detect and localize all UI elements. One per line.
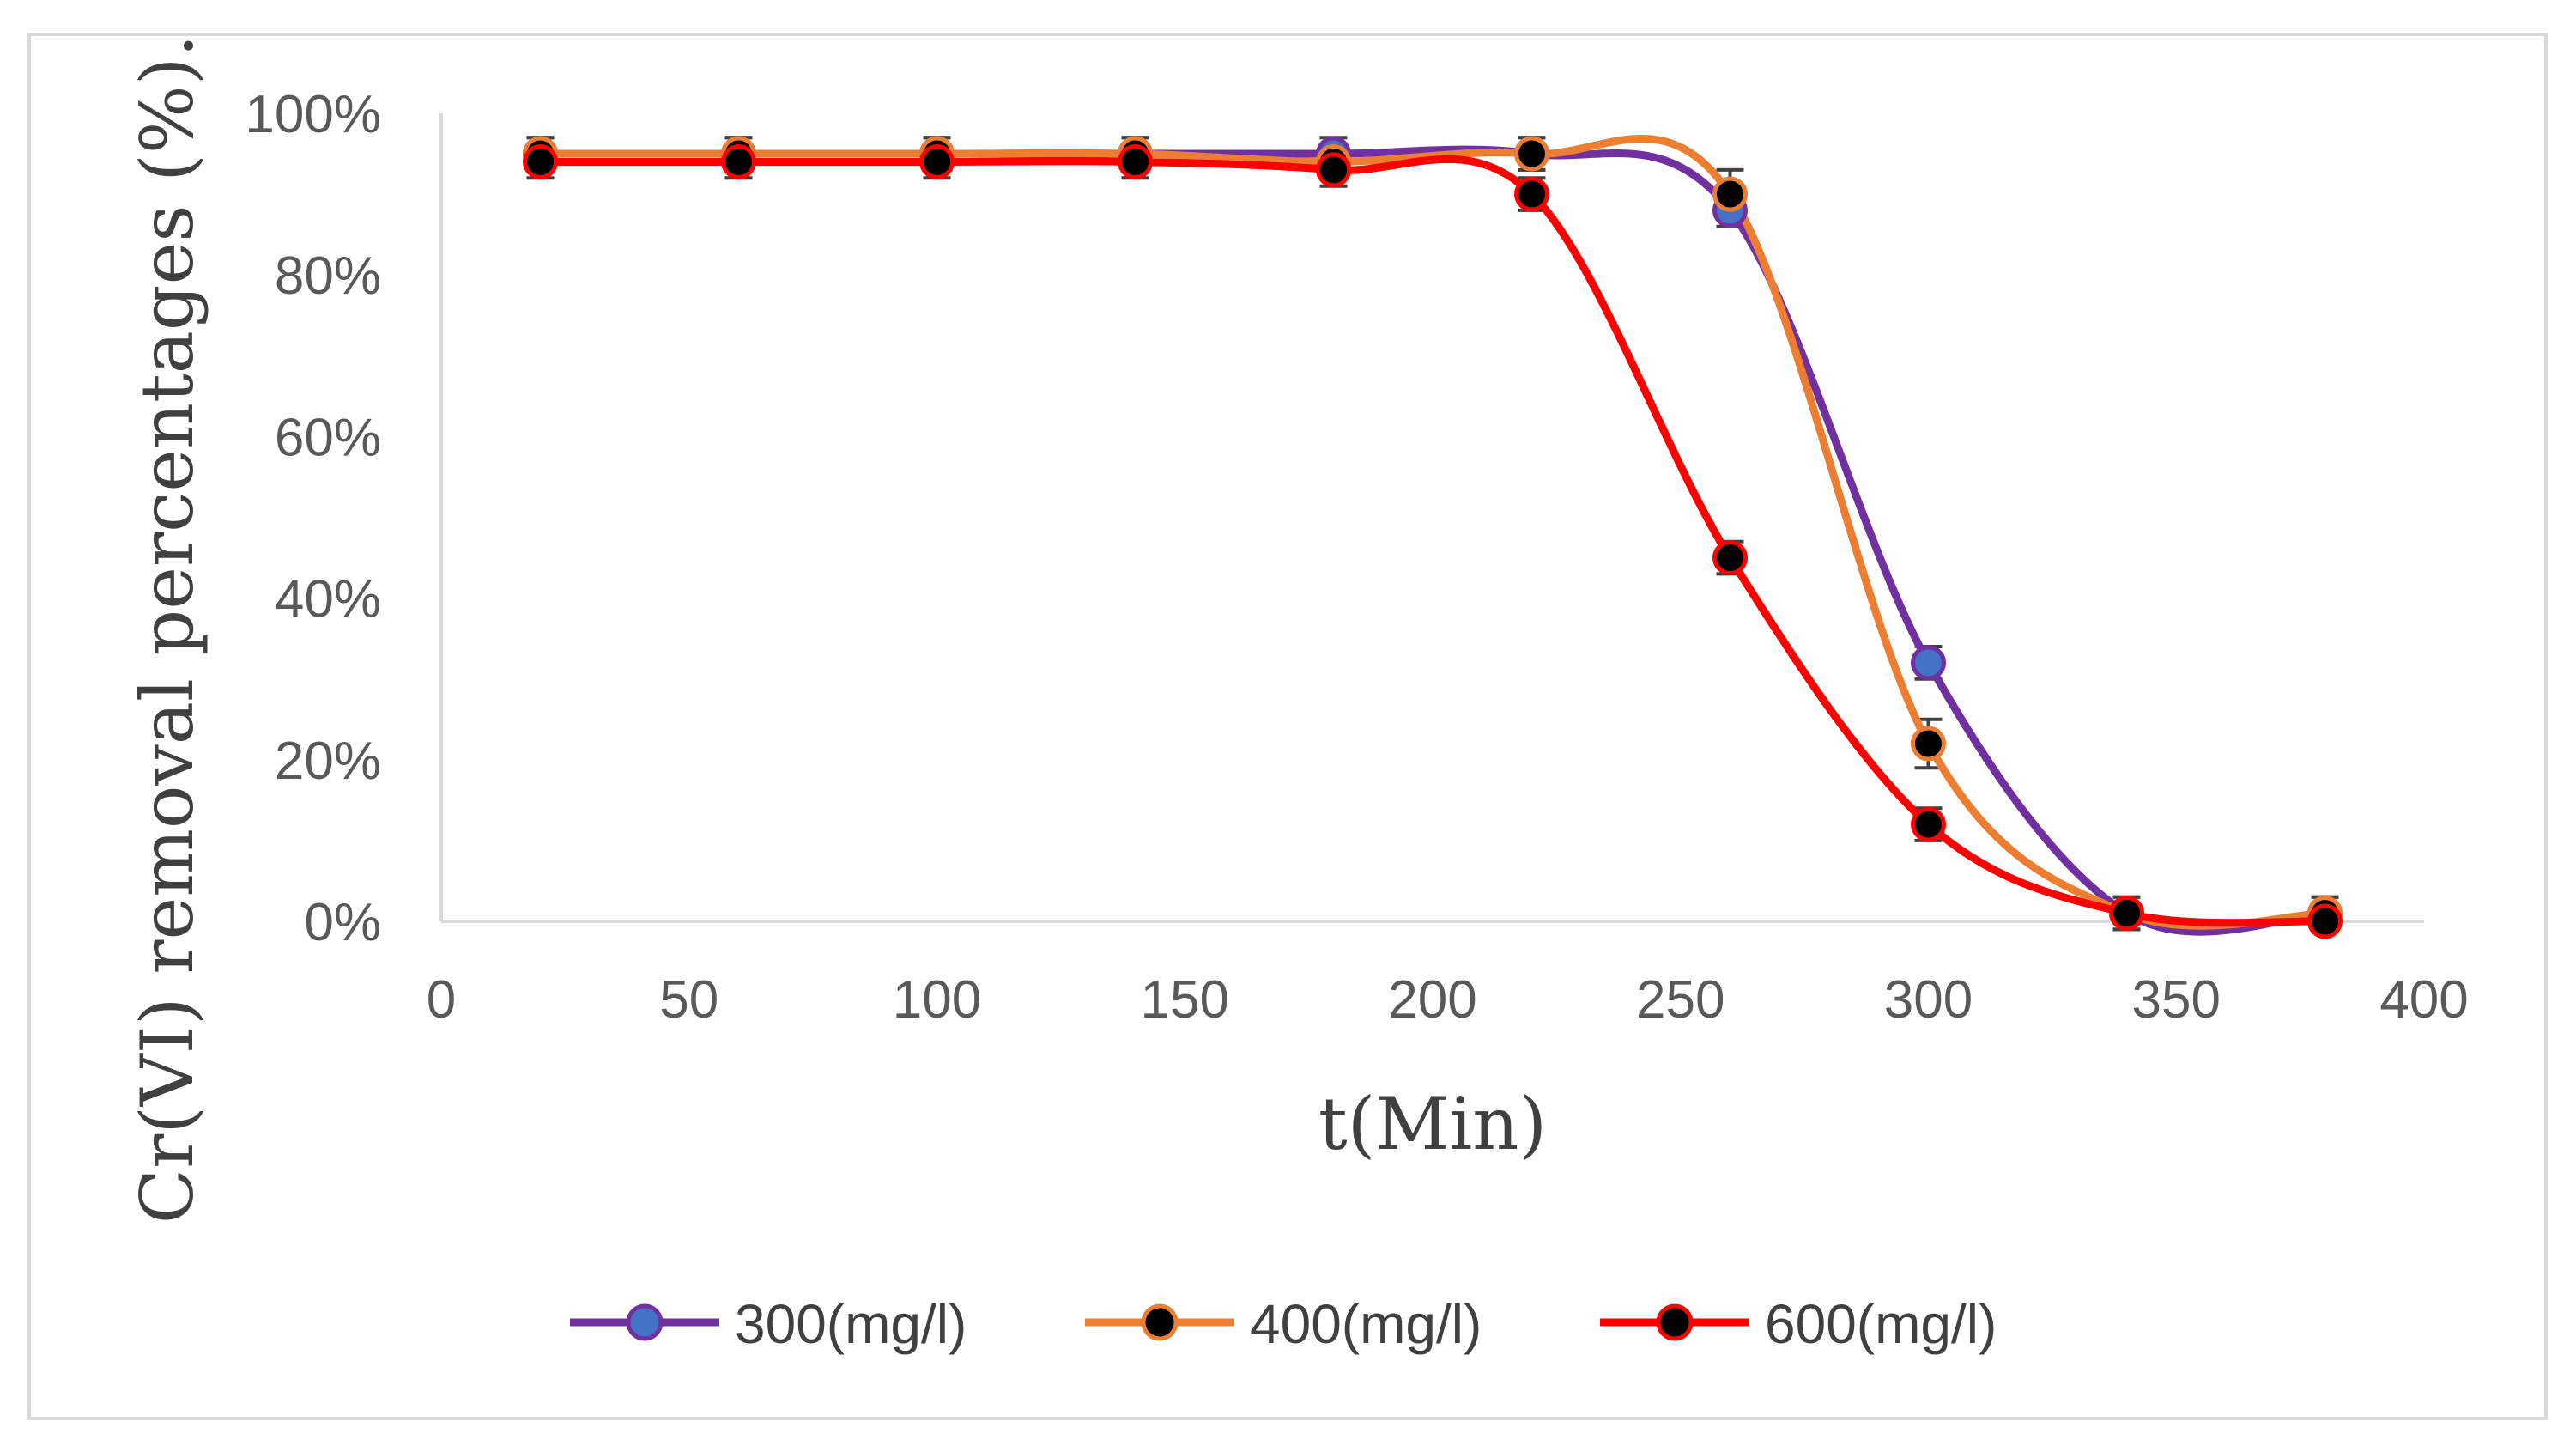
series-markers-2: [523, 143, 2343, 939]
y-axis-title: Cr(VI) removal percentages (%).: [125, 34, 209, 1224]
x-tick-label: 400: [2379, 970, 2468, 1030]
legend-marker: [1141, 1303, 1179, 1341]
y-tick-label: 60%: [275, 408, 381, 467]
x-tick-label: 350: [2132, 970, 2221, 1030]
legend-label: 300(mg/l): [735, 1293, 967, 1355]
data-point: [721, 143, 756, 179]
legend-marker: [1656, 1303, 1694, 1341]
x-tick-label: 300: [1884, 970, 1973, 1030]
legend-item: 300(mg/l): [570, 1293, 967, 1355]
y-tick-label: 20%: [275, 732, 381, 791]
series-line-0: [540, 145, 2325, 936]
legend-label: 400(mg/l): [1250, 1293, 1482, 1355]
legend-item: 600(mg/l): [1600, 1293, 1997, 1355]
series-markers-0: [523, 136, 2343, 932]
series-markers-1: [523, 136, 2343, 932]
x-tick-label: 250: [1636, 970, 1724, 1030]
chart-frame: [27, 33, 2548, 1420]
series-line-2: [540, 155, 2325, 927]
error-bars-2: [526, 143, 2339, 932]
axes: [439, 113, 2424, 923]
legend-label: 600(mg/l): [1765, 1293, 1997, 1355]
data-point: [1118, 143, 1153, 179]
series-layer: [523, 134, 2343, 939]
data-point: [1514, 136, 1549, 172]
x-tick-label: 150: [1141, 970, 1229, 1030]
x-tick-labels: 0 50 100 150 200 250 300 350 400: [427, 970, 2469, 1030]
x-tick-label: 200: [1388, 970, 1476, 1030]
data-point: [1316, 152, 1351, 188]
data-point: [523, 143, 558, 179]
data-point: [1514, 176, 1549, 212]
data-point: [1911, 645, 1946, 681]
legend-item: 400(mg/l): [1085, 1293, 1482, 1355]
data-point: [919, 143, 955, 179]
data-point: [1712, 176, 1748, 212]
x-tick-label: 50: [659, 970, 718, 1030]
y-tick-label: 0%: [304, 893, 381, 952]
series-line-1: [540, 134, 2325, 930]
x-tick-label: 100: [893, 970, 981, 1030]
y-tick-label: 40%: [275, 570, 381, 629]
error-bars-0: [526, 136, 2339, 932]
y-tick-labels: 0% 20% 40% 60% 80% 100%: [245, 85, 381, 952]
y-tick-label: 80%: [275, 246, 381, 306]
x-tick-label: 0: [427, 970, 456, 1030]
data-point: [2307, 903, 2343, 939]
data-point: [1911, 806, 1946, 842]
legend-marker: [626, 1303, 664, 1341]
error-bars-1: [526, 136, 2339, 932]
data-point: [2109, 896, 2144, 932]
legend: 300(mg/l) 400(mg/l) 600(mg/l): [570, 1293, 1997, 1355]
data-point: [1911, 726, 1946, 762]
y-tick-label: 100%: [245, 85, 381, 144]
data-point: [1712, 540, 1748, 576]
x-axis-title: t(Min): [1318, 1082, 1547, 1166]
